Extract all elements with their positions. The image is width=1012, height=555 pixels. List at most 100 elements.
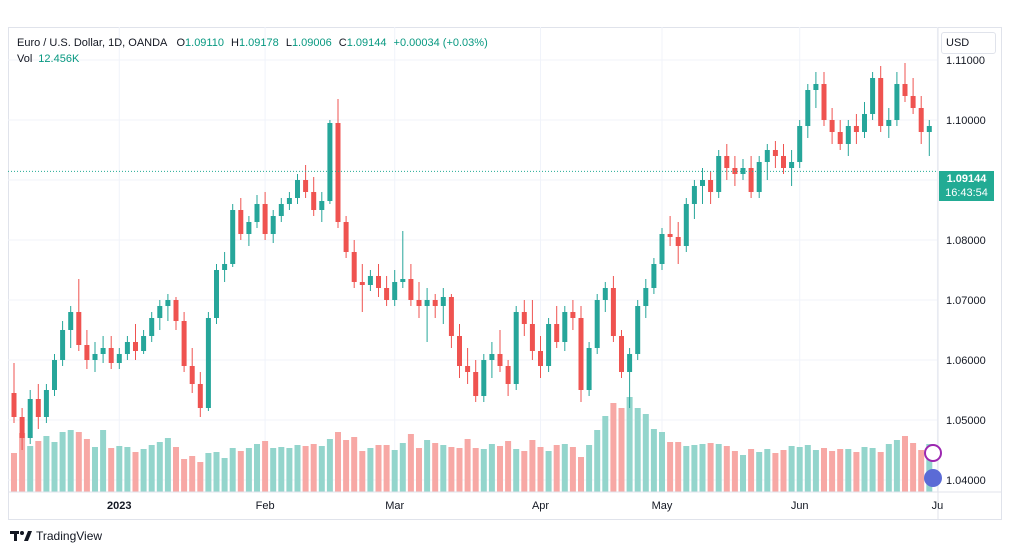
candle-body xyxy=(100,348,106,354)
volume-bar xyxy=(262,441,269,492)
volume-bar xyxy=(618,408,625,492)
candle-body xyxy=(222,264,228,270)
candle-body xyxy=(149,318,155,336)
tradingview-logo[interactable]: TradingView xyxy=(10,529,102,543)
volume-bar xyxy=(659,432,665,492)
candle-body xyxy=(716,156,722,192)
candle-body xyxy=(400,279,406,282)
candle-body xyxy=(351,252,357,282)
volume-bar xyxy=(804,445,811,492)
candle-body xyxy=(489,354,495,360)
flag-event-icon[interactable] xyxy=(924,469,942,487)
volume-bar xyxy=(586,445,593,492)
volume-bar xyxy=(537,447,544,492)
volume-bar xyxy=(464,439,471,492)
candle-body xyxy=(254,204,260,222)
volume-bar xyxy=(691,445,698,492)
candle-body xyxy=(440,297,446,306)
candle-body xyxy=(157,306,163,318)
bar-countdown: 16:43:54 xyxy=(945,187,988,199)
volume-bar xyxy=(302,446,309,492)
volume-bar xyxy=(132,452,139,492)
volume-bar xyxy=(910,443,917,492)
volume-bar xyxy=(335,432,341,492)
candle-body xyxy=(124,342,130,354)
candle-body xyxy=(675,237,681,246)
price-tick-label: 1.08000 xyxy=(946,235,986,247)
candle-body xyxy=(538,351,543,366)
volume-bar xyxy=(715,444,722,492)
volume-bar xyxy=(829,451,836,492)
price-axis[interactable]: 1.110001.100001.090001.080001.070001.060… xyxy=(946,55,986,487)
volume-bar xyxy=(796,447,803,492)
lightning-event-icon[interactable] xyxy=(924,444,942,462)
currency-button[interactable]: USD xyxy=(941,32,996,54)
candle-body xyxy=(359,282,365,285)
candle-body xyxy=(311,192,317,210)
candle-body xyxy=(133,342,138,351)
volume-bar xyxy=(699,444,706,492)
candle-body xyxy=(659,234,665,264)
volume-bar xyxy=(245,448,252,492)
candle-body xyxy=(384,288,390,300)
candle-body xyxy=(376,276,381,288)
volume-bar xyxy=(497,446,503,492)
volume-bar xyxy=(375,445,382,492)
candle-body xyxy=(424,300,430,306)
volume-bar xyxy=(229,448,236,492)
volume-bar xyxy=(59,432,66,492)
change-value: +0.00034 (+0.03%) xyxy=(393,37,488,49)
volume-bar xyxy=(19,433,26,492)
candle-body xyxy=(457,336,462,366)
candle-body xyxy=(926,126,932,132)
candle-body xyxy=(748,168,754,192)
volume-row: Vol 12.456K xyxy=(17,51,492,67)
candle-body xyxy=(197,384,203,408)
volume-bar xyxy=(326,439,333,492)
volume-bar xyxy=(35,441,42,492)
candle-body xyxy=(902,84,908,96)
candle-body xyxy=(862,114,867,132)
time-tick-label: Jun xyxy=(791,500,809,512)
volume-bar xyxy=(610,403,617,492)
volume-bar xyxy=(294,445,301,492)
volume-bar xyxy=(205,453,212,492)
candle-body xyxy=(408,279,414,300)
candle-body xyxy=(910,96,916,108)
volume-bar xyxy=(100,430,107,492)
volume-bar xyxy=(748,449,755,492)
time-tick-label: Mar xyxy=(385,500,404,512)
price-tick-label: 1.11000 xyxy=(946,55,985,67)
volume-bar xyxy=(772,453,779,492)
volume-bar xyxy=(480,449,487,492)
candle-body xyxy=(918,108,924,132)
volume-bar xyxy=(383,445,390,492)
candle-body xyxy=(683,204,689,246)
candle-body xyxy=(448,297,454,336)
candle-body xyxy=(781,156,786,168)
volume-bar xyxy=(456,448,463,492)
symbol-title[interactable]: Euro / U.S. Dollar, 1D, OANDA xyxy=(17,37,168,49)
volume-bar xyxy=(723,446,730,492)
candle-body xyxy=(813,84,819,90)
candle-body xyxy=(651,264,657,288)
candle-body xyxy=(546,324,552,366)
candle-body xyxy=(367,276,373,285)
candle-body xyxy=(894,84,900,120)
volume-bar xyxy=(416,448,422,492)
volume-bar xyxy=(853,452,860,492)
candle-body xyxy=(870,78,876,114)
candle-body xyxy=(878,78,884,126)
candle-body xyxy=(821,84,827,120)
candle-body xyxy=(335,123,341,222)
time-axis[interactable]: 2023 Feb Mar Apr May Jun Ju xyxy=(107,500,943,512)
legend: Euro / U.S. Dollar, 1D, OANDA O1.09110 H… xyxy=(17,35,492,67)
high-label: H xyxy=(231,37,239,49)
candle-body xyxy=(76,312,82,345)
candle-body xyxy=(141,336,147,351)
volume-label: Vol xyxy=(17,53,33,65)
volume-bar xyxy=(116,446,123,492)
candle-body xyxy=(837,132,843,144)
candle-body xyxy=(481,360,487,396)
